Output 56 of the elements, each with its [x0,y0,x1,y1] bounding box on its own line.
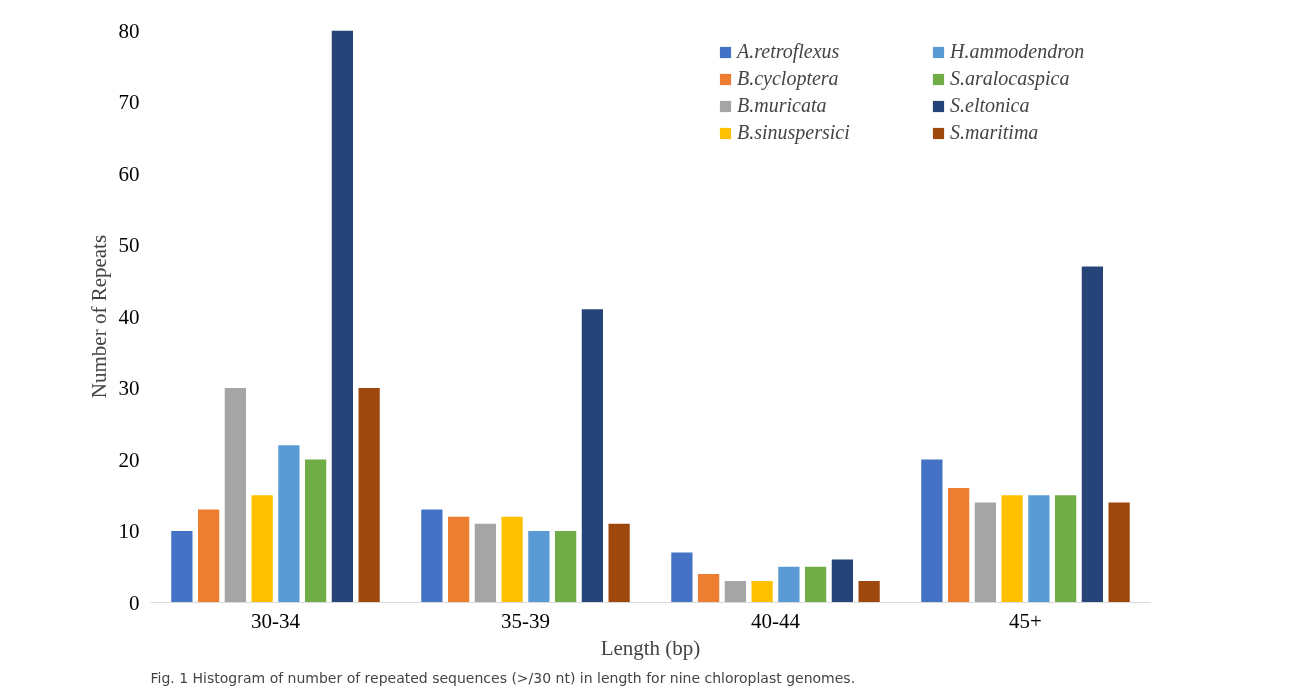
bar [421,509,443,603]
x-tick-label: 45+ [1009,608,1042,633]
bar [474,523,496,603]
bar [1081,266,1103,603]
x-tick-label: 30-34 [251,608,301,633]
y-axis-title: Number of Repeats [86,234,111,399]
bar [1055,495,1077,603]
bar [698,573,720,603]
bar [608,523,630,603]
bar [805,566,827,603]
bar [198,509,220,603]
legend-label: H.ammodendron [950,40,1086,63]
x-tick-label: 35-39 [501,608,550,633]
y-tick-label: 50 [118,233,140,257]
bar [581,309,603,603]
y-tick-label: 60 [118,161,140,186]
legend-label: S.eltonica [950,94,1031,117]
y-tick-label: 80 [118,18,140,43]
y-tick-label: 0 [129,590,140,615]
bar [448,516,470,603]
bar [858,581,880,603]
bar [974,502,996,603]
bar [278,445,300,603]
y-tick-label: 40 [118,304,140,329]
legend-label: S.maritima [950,121,1040,144]
x-tick-label: 40-44 [751,608,801,633]
bar [305,459,327,603]
bar [671,552,693,603]
bar [358,388,380,603]
y-tick-label: 30 [118,376,140,400]
legend-label: B.cycloptera [737,67,840,90]
bar [224,388,246,603]
legend-label: B.muricata [737,94,828,117]
bar [555,531,577,603]
bar [1028,495,1050,603]
legend-label: S.aralocaspica [950,67,1071,90]
bar [1001,495,1023,603]
bar [751,581,773,603]
y-tick-label: 20 [118,447,140,472]
legend-label: A.retroflexus [737,40,841,63]
bar [1108,502,1130,603]
caption: Fig. 1 Histogram of number of repeated sequences (>/30 nt) in length for nine chloroplast genomes. [150,669,856,686]
bar [331,30,353,603]
bar [251,495,273,603]
bar [831,559,853,603]
y-tick-label: 70 [118,90,140,114]
bar [921,459,943,603]
bar [724,581,746,603]
x-axis-title: Length (bp) [600,635,701,660]
bar [948,488,970,603]
legend-label: B.sinuspersici [737,121,851,144]
y-tick-label: 10 [118,519,140,543]
bar [171,531,193,603]
bar [528,531,550,603]
bar [501,516,523,603]
bar [778,566,800,603]
